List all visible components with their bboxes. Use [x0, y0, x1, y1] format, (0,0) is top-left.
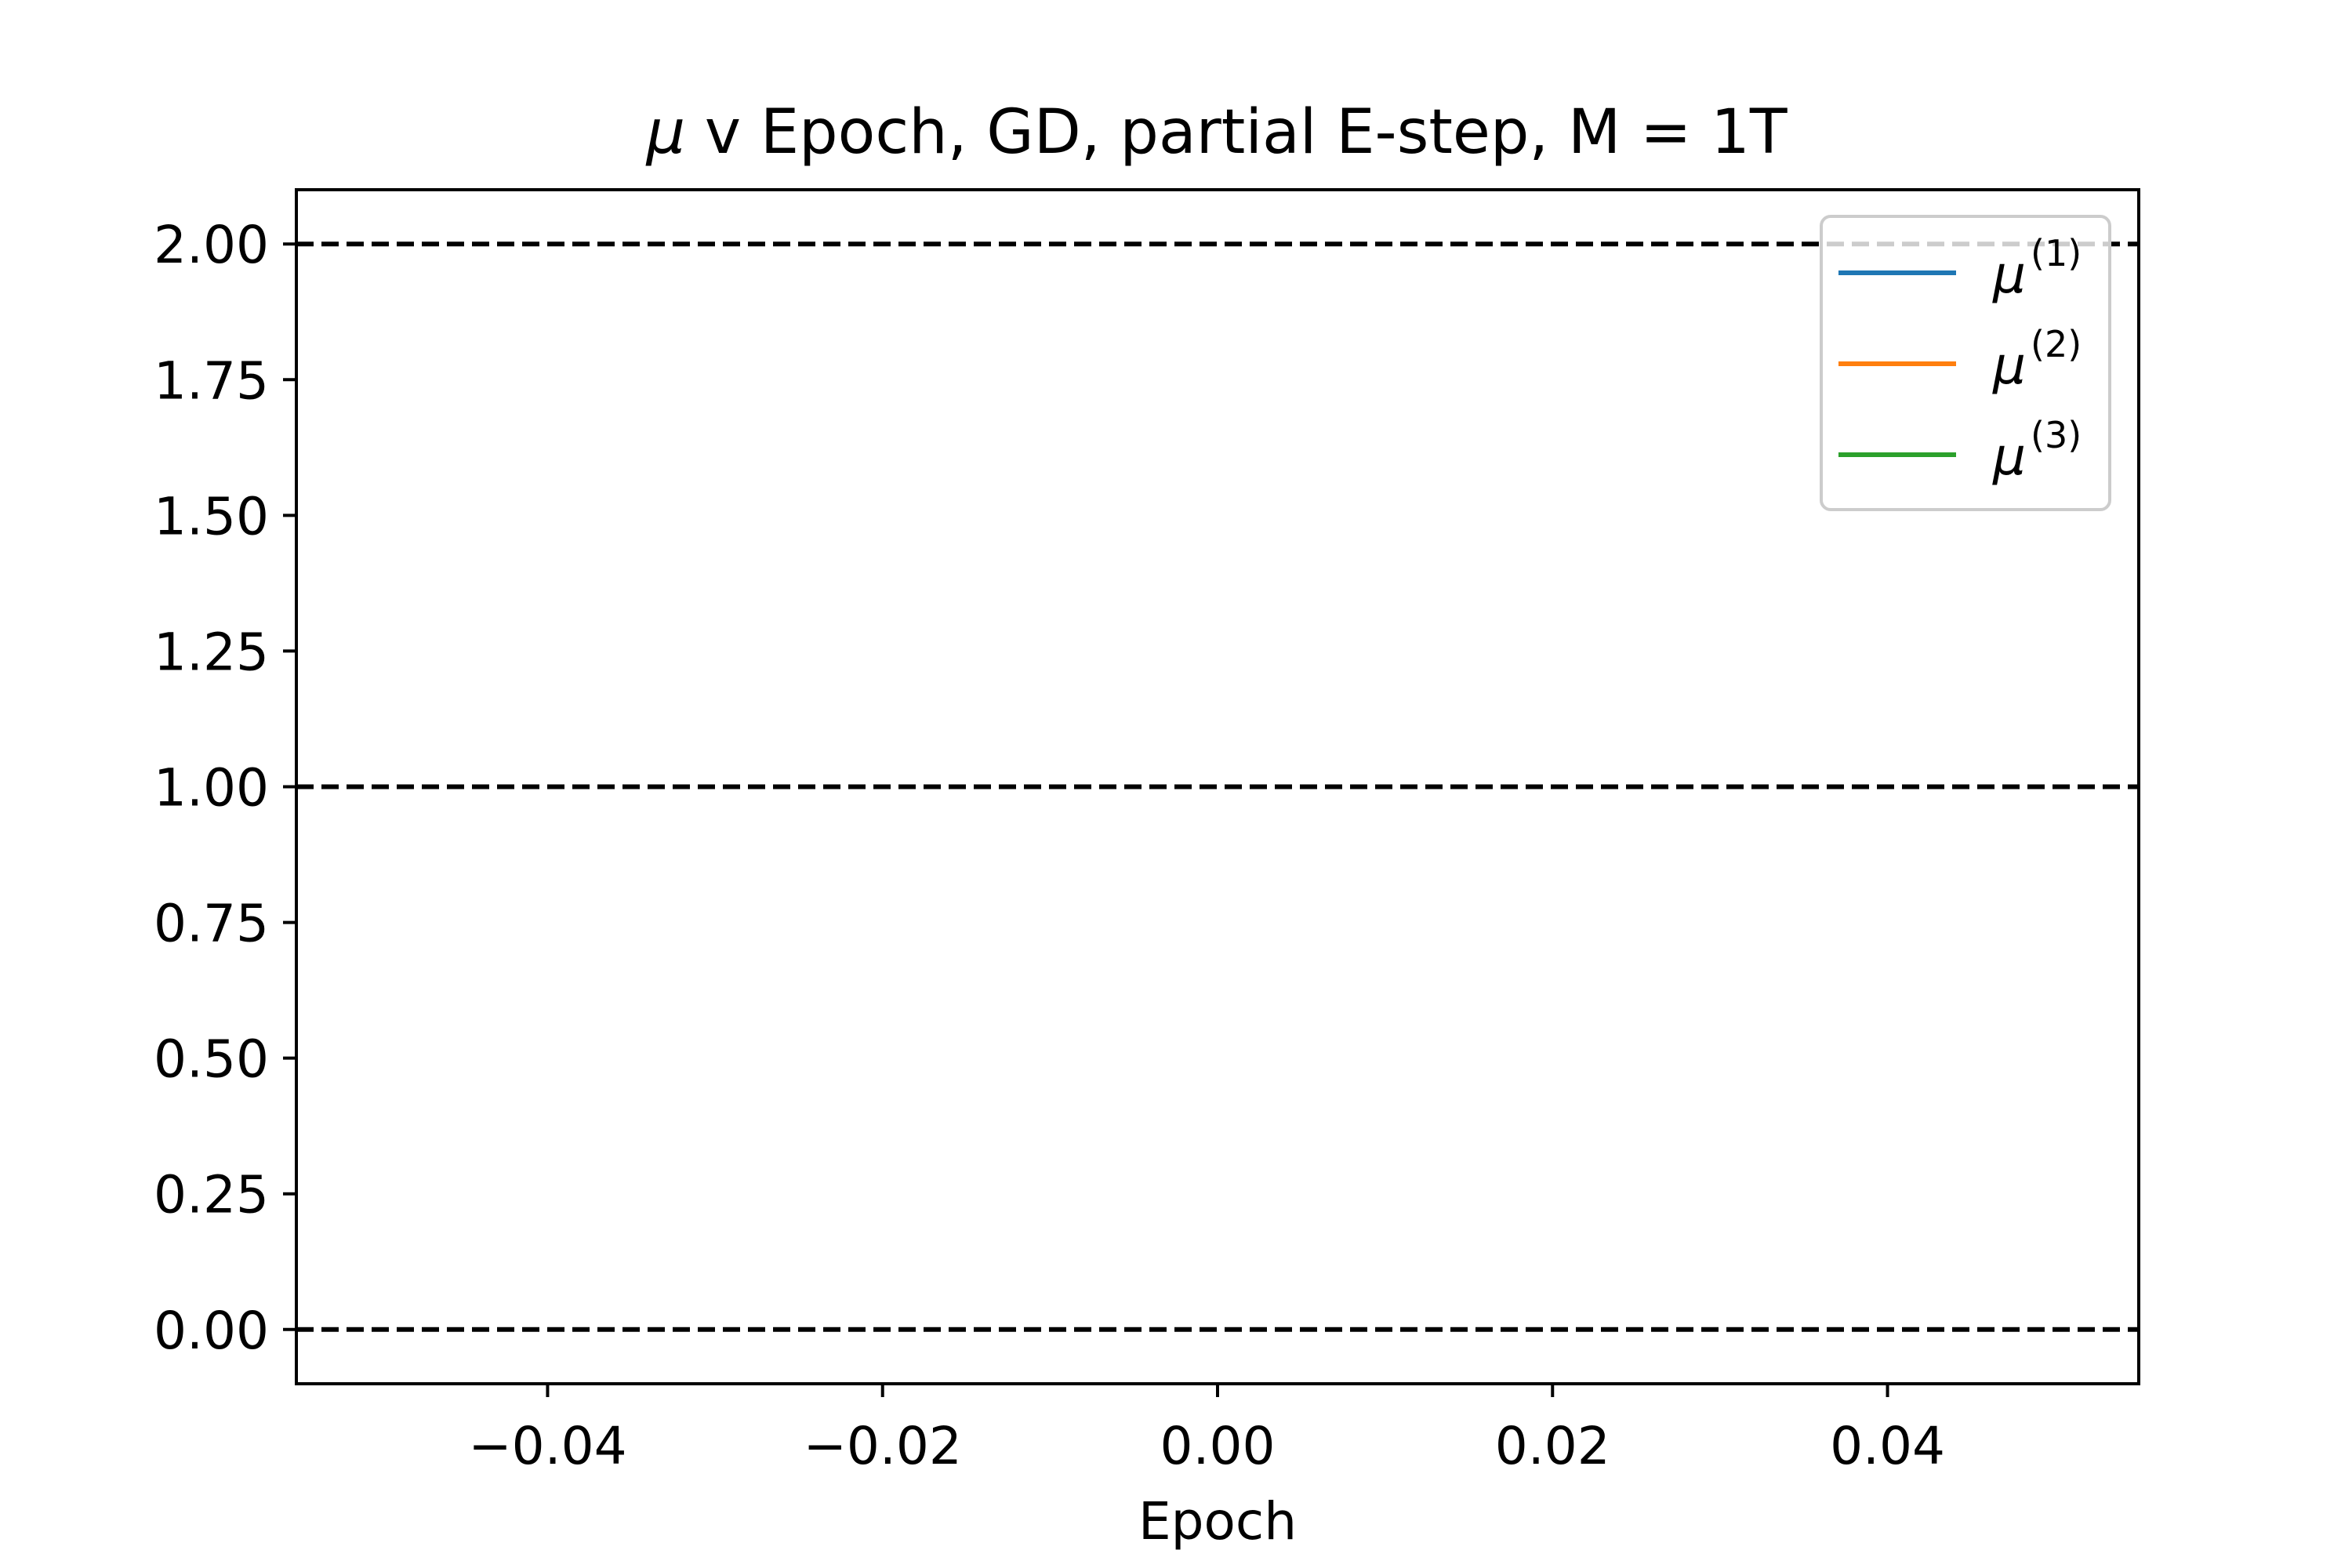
y-tick-label: 0.50	[154, 1029, 269, 1090]
x-tick-label: −0.02	[804, 1416, 962, 1476]
y-tick-label: 1.50	[154, 486, 269, 546]
x-axis-ticks: −0.04 −0.02 0.00 0.02 0.04	[468, 1384, 1945, 1476]
y-axis-ticks: 0.00 0.25 0.50 0.75 1.00 1.25 1.50 1.75 2.00	[154, 215, 296, 1361]
x-axis-label: Epoch	[1138, 1491, 1297, 1552]
y-tick-label: 1.75	[154, 350, 269, 411]
legend-label: μ (3)	[1992, 414, 2082, 487]
legend-label-superscript: (1)	[2031, 232, 2082, 274]
y-tick-label: 2.00	[154, 215, 269, 275]
legend-frame	[1820, 215, 2111, 511]
y-tick-label: 1.25	[154, 622, 269, 682]
legend-label-symbol: μ	[1992, 336, 2026, 396]
legend-entries: μ (1)μ (2)μ (3)	[1838, 232, 2082, 487]
legend: μ (1)μ (2)μ (3)	[1820, 215, 2111, 511]
legend-label-symbol: μ	[1992, 426, 2026, 487]
legend-label: μ (2)	[1992, 323, 2082, 396]
chart-title-text: v Epoch, GD, partial E-step, M = 1T	[685, 97, 1788, 168]
chart-title-symbol: μ	[644, 97, 685, 168]
x-tick-label: 0.00	[1160, 1416, 1276, 1476]
x-tick-label: −0.04	[468, 1416, 626, 1476]
legend-label-symbol: μ	[1992, 245, 2026, 305]
chart-title: μ v Epoch, GD, partial E-step, M = 1T	[644, 97, 1787, 168]
legend-label-superscript: (3)	[2031, 414, 2082, 456]
legend-label-superscript: (2)	[2031, 323, 2082, 365]
y-tick-label: 0.25	[154, 1165, 269, 1225]
y-tick-label: 0.75	[154, 894, 269, 954]
x-tick-label: 0.04	[1830, 1416, 1945, 1476]
x-tick-label: 0.02	[1495, 1416, 1610, 1476]
y-tick-label: 0.00	[154, 1301, 269, 1361]
y-tick-label: 1.00	[154, 758, 269, 818]
legend-label: μ (1)	[1992, 232, 2082, 305]
